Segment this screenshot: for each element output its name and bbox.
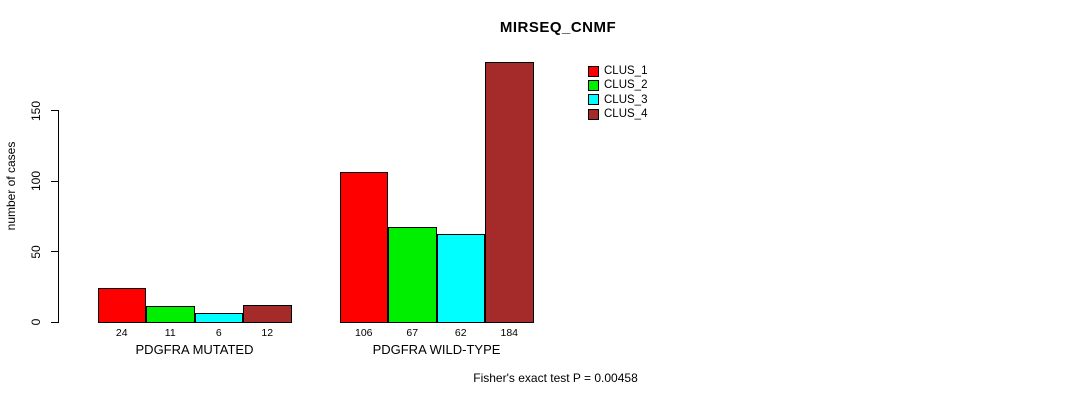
bar-value-label: 6 [215, 327, 222, 339]
y-tick [50, 110, 58, 112]
chart-title: MIRSEQ_CNMF [499, 19, 617, 36]
legend-swatch-icon [588, 79, 599, 91]
y-tick [50, 180, 58, 182]
legend-swatch-icon [588, 108, 599, 120]
legend: CLUS_1 CLUS_2 CLUS_3 CLUS_4 [588, 64, 647, 121]
legend-label: CLUS_2 [604, 79, 648, 92]
bar-clus_3-group1 [194, 313, 243, 323]
legend-label: CLUS_3 [604, 93, 648, 106]
bar-clus_4-group1 [243, 304, 292, 323]
stat-test-caption: Fisher's exact test P = 0.00458 [473, 371, 638, 385]
legend-swatch-icon [588, 94, 599, 106]
y-tick [50, 251, 58, 253]
bar-clus_2-group1 [146, 305, 195, 323]
group-label-1: PDGFRA MUTATED [135, 342, 254, 357]
bar-value-label: 106 [354, 327, 373, 339]
legend-row-clus_1: CLUS_1 [588, 64, 647, 78]
y-axis-line [58, 110, 60, 323]
y-tick-label: 100 [29, 171, 43, 192]
legend-label: CLUS_1 [604, 65, 648, 78]
bar-value-label: 62 [454, 327, 467, 339]
bar-value-label: 12 [261, 327, 274, 339]
y-axis-label: number of cases [4, 141, 18, 231]
y-tick-label: 0 [29, 318, 43, 326]
bar-clus_1-group2 [339, 172, 388, 323]
bar-clus_4-group2 [485, 62, 534, 323]
group-label-2: PDGFRA WILD-TYPE [372, 342, 501, 357]
bar-value-label: 11 [164, 327, 176, 339]
bar-value-label: 24 [115, 327, 128, 339]
legend-label: CLUS_4 [604, 108, 648, 121]
bar-clus_3-group2 [436, 234, 485, 323]
legend-row-clus_4: CLUS_4 [588, 107, 647, 121]
y-tick [50, 321, 58, 323]
y-tick-label: 150 [29, 100, 43, 121]
y-tick-label: 50 [29, 245, 43, 259]
bar-clus_1-group1 [97, 287, 146, 323]
legend-swatch-icon [588, 65, 599, 77]
bar-value-label: 67 [406, 327, 419, 339]
legend-row-clus_2: CLUS_2 [588, 78, 647, 92]
bar-value-label: 184 [500, 327, 519, 339]
legend-row-clus_3: CLUS_3 [588, 93, 647, 107]
bar-clus_2-group2 [388, 227, 437, 323]
